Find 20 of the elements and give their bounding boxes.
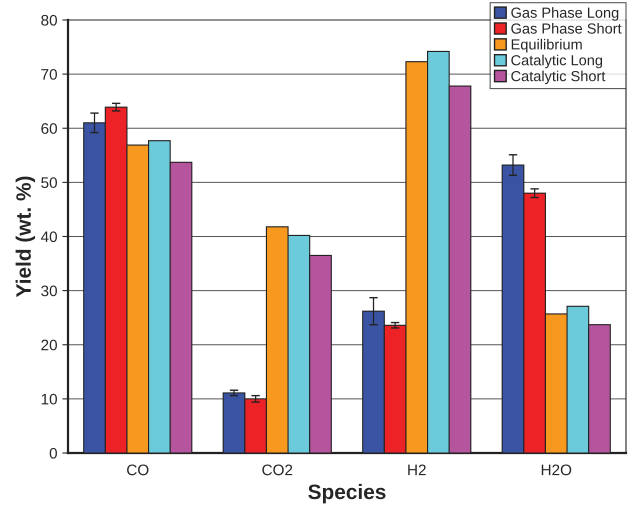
y-tick-label: 60 — [41, 123, 57, 134]
x-tick-label: H2O — [542, 464, 572, 476]
y-tick-label: 20 — [41, 340, 57, 350]
x-axis-title: Species — [308, 484, 386, 504]
y-tick-label: 50 — [41, 177, 57, 188]
legend-label: Gas Phase Short — [511, 22, 622, 34]
x-tick-label: CO2 — [262, 464, 292, 476]
legend-label: Equilibrium — [512, 38, 582, 52]
y-tick-label: 10 — [42, 394, 57, 405]
y-tick-label: 0 — [50, 448, 57, 459]
y-tick-label: 40 — [40, 231, 57, 242]
x-tick-label: CO — [127, 464, 148, 476]
legend-label: Catalytic Long — [511, 54, 602, 68]
x-tick-label: H2 — [408, 464, 426, 476]
y-tick-label: 70 — [41, 68, 57, 80]
y-axis-title: Yield (wt. %) — [16, 176, 36, 298]
y-tick-label: 30 — [41, 285, 57, 296]
legend-label: Gas Phase Long — [511, 7, 618, 21]
y-tick-label: 80 — [41, 14, 57, 26]
legend-label: Catalytic Short — [511, 70, 606, 84]
